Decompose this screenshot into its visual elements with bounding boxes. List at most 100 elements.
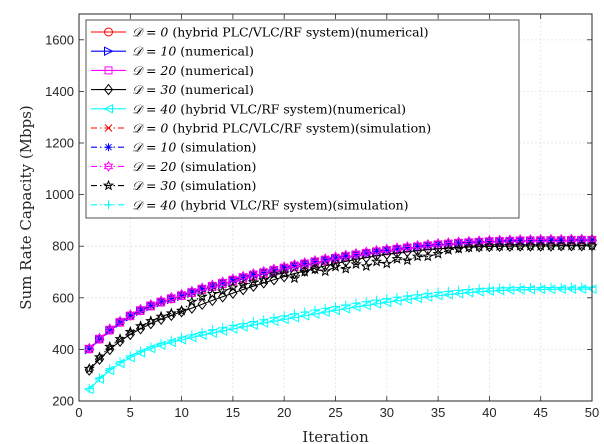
series-point	[329, 260, 342, 272]
series-point	[370, 255, 383, 267]
series-point	[372, 295, 382, 305]
series-point	[186, 295, 198, 307]
series-point	[362, 248, 371, 257]
legend-label: 𝒟 = 30 (numerical)	[132, 82, 254, 97]
series-point	[484, 283, 494, 293]
series-point	[125, 309, 136, 321]
series-point	[83, 362, 95, 374]
series-point	[227, 281, 239, 293]
x-tick-label: 15	[226, 405, 240, 420]
legend-label: 𝒟 = 0 (hybrid PLC/VLC/RF system)(numeric…	[132, 25, 429, 40]
series-point	[300, 265, 310, 277]
series-point	[352, 250, 361, 259]
legend-label: 𝒟 = 20 (numerical)	[132, 63, 254, 78]
series-point	[177, 291, 186, 300]
legend-entry: 𝒟 = 30 (numerical)	[91, 82, 254, 97]
x-tick-label: 40	[482, 405, 496, 420]
series-point	[218, 323, 228, 333]
series-point	[340, 262, 352, 274]
series-point	[93, 351, 106, 362]
series-point	[187, 288, 196, 297]
series-point	[495, 283, 505, 293]
series-point	[331, 302, 340, 312]
series-point	[411, 250, 424, 262]
series-point	[146, 299, 156, 311]
series-point	[413, 290, 423, 300]
series-point	[145, 315, 157, 326]
series-point	[239, 273, 248, 282]
series-point	[412, 239, 423, 251]
series-point	[402, 240, 413, 252]
series-point	[290, 261, 299, 270]
legend-entry: 𝒟 = 10 (simulation)	[91, 140, 256, 155]
legend-entry: 𝒟 = 40 (hybrid VLC/RF system)(numerical)	[91, 101, 406, 116]
series-point	[372, 247, 381, 256]
series-point	[94, 332, 105, 344]
series-point	[238, 319, 248, 329]
series-point	[331, 253, 340, 262]
y-axis-label: Sum Rate Capacity (Mbps)	[17, 105, 35, 310]
series-point	[115, 357, 125, 367]
series-point	[566, 233, 577, 245]
series-point	[566, 282, 576, 292]
series-point	[454, 238, 463, 247]
series-point	[350, 258, 362, 270]
series-point	[279, 311, 289, 321]
series-point	[464, 235, 474, 247]
series-point	[494, 234, 505, 246]
series-point	[309, 263, 321, 275]
axes-layer: 0 5 10 15 20 25 30 35 40 45 50 200 400 600 800 1000 1200…	[45, 14, 599, 420]
series-point	[116, 318, 125, 327]
series-point	[237, 278, 249, 290]
series-point	[392, 242, 402, 254]
series-point	[136, 346, 146, 356]
series-point	[536, 282, 546, 292]
series-point	[146, 317, 156, 330]
series-point	[207, 325, 217, 335]
series-point	[124, 325, 136, 337]
x-axis-label: Iteration	[302, 428, 369, 444]
series-point	[146, 342, 156, 352]
series-point	[228, 275, 237, 284]
series-point	[95, 373, 105, 383]
series-point	[535, 233, 546, 245]
legend-label: 𝒟 = 40 (hybrid VLC/RF system)(simulation…	[132, 197, 409, 212]
series-point	[555, 239, 567, 251]
series-point	[505, 283, 515, 293]
series-point	[391, 253, 403, 264]
series-line	[88, 239, 592, 350]
series-point	[443, 237, 454, 249]
y-tick-label: 200	[52, 394, 74, 409]
series-point	[381, 257, 393, 269]
series-point	[473, 240, 485, 252]
series-point	[258, 274, 270, 286]
series-point	[525, 282, 535, 292]
series-point	[228, 320, 238, 330]
series-point	[341, 252, 350, 261]
series-point	[382, 294, 392, 304]
series-point	[393, 244, 402, 253]
series-point	[167, 294, 176, 303]
legend-marker	[104, 27, 113, 37]
series-point	[310, 257, 319, 266]
x-tick-label: 45	[533, 405, 547, 420]
series-point	[401, 254, 413, 266]
series-point	[135, 303, 146, 315]
y-tick-label: 1200	[45, 136, 74, 151]
legend-marker	[104, 200, 113, 210]
series-point	[423, 238, 433, 250]
series-point	[156, 295, 166, 307]
series-point	[434, 240, 443, 249]
x-tick-label: 5	[127, 405, 134, 420]
legend-marker	[102, 179, 115, 191]
series-point	[104, 340, 116, 352]
legend-entry: 𝒟 = 20 (numerical)	[91, 63, 254, 78]
series-point	[545, 239, 557, 251]
series-point	[444, 239, 453, 248]
series-point	[155, 310, 167, 322]
series-point	[371, 244, 382, 256]
legend-marker	[104, 124, 113, 132]
legend-marker	[104, 143, 113, 152]
x-tick-label: 50	[585, 405, 599, 420]
legend-label: 𝒟 = 40 (hybrid VLC/RF system)(numerical)	[132, 101, 406, 116]
